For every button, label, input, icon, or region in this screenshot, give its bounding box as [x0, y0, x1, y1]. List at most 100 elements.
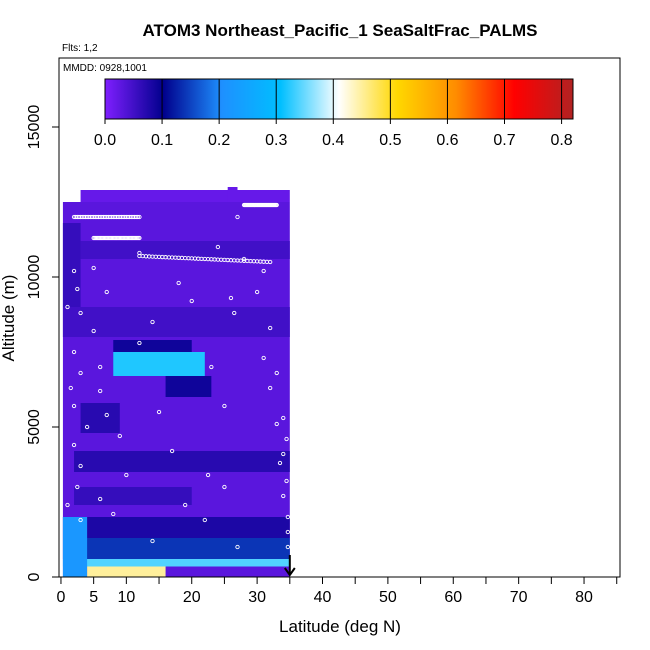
arrow-down-icon [283, 555, 296, 577]
flights-label: Flts: 1,2 [62, 43, 98, 54]
x-tick-label: 40 [314, 589, 332, 606]
x-tick-label: 5 [89, 589, 98, 606]
sample-point [78, 370, 83, 376]
heatmap-cell [62, 559, 290, 567]
sample-point [205, 472, 211, 478]
sample-point [111, 511, 116, 517]
x-axis-label: Latitude (deg N) [279, 617, 401, 636]
sample-point [183, 502, 188, 508]
heatmap-cell [62, 223, 81, 307]
colorbar-tick-label: 0.5 [379, 132, 401, 149]
heatmap-layer [62, 187, 290, 577]
y-axis-label: Altitude (m) [0, 275, 18, 362]
x-axis: 0 5 10 20 30 40 50 60 70 80 [57, 577, 618, 606]
x-tick-label: 70 [510, 589, 528, 606]
sample-point [65, 502, 70, 508]
sample-point [91, 265, 96, 271]
heatmap-cell [113, 340, 192, 352]
sample-point [235, 214, 240, 220]
heatmap-cell [74, 451, 290, 472]
sample-point [156, 409, 162, 415]
sample-point [261, 268, 266, 274]
sample-point [274, 370, 279, 376]
heatmap-cell [62, 517, 290, 538]
heatmap-cell [113, 352, 205, 376]
heatmap-cell [80, 241, 290, 259]
sample-point [150, 538, 155, 544]
sample-point [209, 364, 214, 370]
sample-point [75, 484, 80, 490]
colorbar-tick-label: 0.2 [208, 132, 230, 149]
sample-point [71, 403, 77, 409]
sample-point [228, 295, 234, 301]
sample-point [281, 493, 286, 499]
sample-point [78, 463, 83, 469]
y-tick-label: 15000 [26, 105, 43, 150]
sample-point [137, 235, 142, 241]
points-layer [65, 202, 290, 550]
colorbar-tick-label: 0.3 [265, 132, 287, 149]
sample-point [281, 451, 286, 457]
sample-point [285, 514, 290, 520]
colorbar-fill [104, 78, 574, 120]
sample-point [117, 433, 122, 439]
x-tick-label: 30 [248, 589, 266, 606]
heatmap-cell [87, 566, 166, 577]
sample-point [71, 442, 77, 448]
heatmap-cell [165, 376, 212, 397]
sample-point [235, 544, 240, 550]
colorbar-tick-label: 0.4 [322, 132, 344, 149]
colorbar-ticks: 0.0 0.1 0.2 0.3 0.4 0.5 0.6 0.7 0.8 [94, 79, 573, 149]
sample-point [284, 478, 289, 484]
sample-point [274, 421, 279, 427]
x-tick-label: 50 [379, 589, 397, 606]
sample-point [91, 328, 96, 334]
sample-point [68, 385, 73, 391]
heatmap-cell [227, 187, 238, 202]
heatmap-cell [80, 403, 120, 433]
sample-point [268, 385, 273, 391]
sample-point [75, 286, 80, 292]
sample-point [285, 529, 290, 535]
sample-point [137, 214, 142, 220]
sample-point [274, 202, 279, 208]
sample-point [169, 448, 175, 454]
sample-point [104, 412, 109, 418]
sample-point [98, 388, 103, 394]
sample-point [241, 256, 247, 262]
x-tick-label: 60 [444, 589, 462, 606]
y-tick-label: 5000 [26, 409, 43, 445]
sample-point [284, 436, 289, 442]
x-tick-label: 80 [575, 589, 593, 606]
sample-point [232, 310, 237, 316]
sample-point [254, 289, 260, 295]
sample-point [65, 304, 70, 310]
sample-point [78, 310, 83, 316]
sample-point [189, 298, 194, 304]
sample-point [261, 355, 266, 361]
sample-point [124, 472, 129, 478]
sample-point [202, 517, 207, 523]
sample-point [98, 496, 103, 502]
sample-point [71, 349, 77, 355]
colorbar: 0.0 0.1 0.2 0.3 0.4 0.5 0.6 0.7 0.8 [94, 78, 574, 149]
sample-point [268, 259, 273, 265]
sample-point [281, 415, 286, 421]
sample-point [176, 280, 181, 286]
sample-point [137, 340, 142, 346]
heatmap-cell [74, 487, 192, 505]
sample-point [268, 325, 273, 331]
heatmap-cell [62, 517, 88, 577]
sample-point [137, 250, 142, 256]
sample-point [285, 544, 290, 550]
sample-point [71, 268, 77, 274]
colorbar-tick-label: 0.1 [151, 132, 173, 149]
mmdd-label: MMDD: 0928,1001 [63, 63, 147, 74]
colorbar-tick-label: 0.8 [550, 132, 572, 149]
plot-frame [58, 57, 621, 578]
y-tick-label: 10000 [26, 255, 43, 300]
sample-point [78, 517, 83, 523]
x-tick-label: 10 [117, 589, 135, 606]
sample-point [150, 319, 155, 325]
